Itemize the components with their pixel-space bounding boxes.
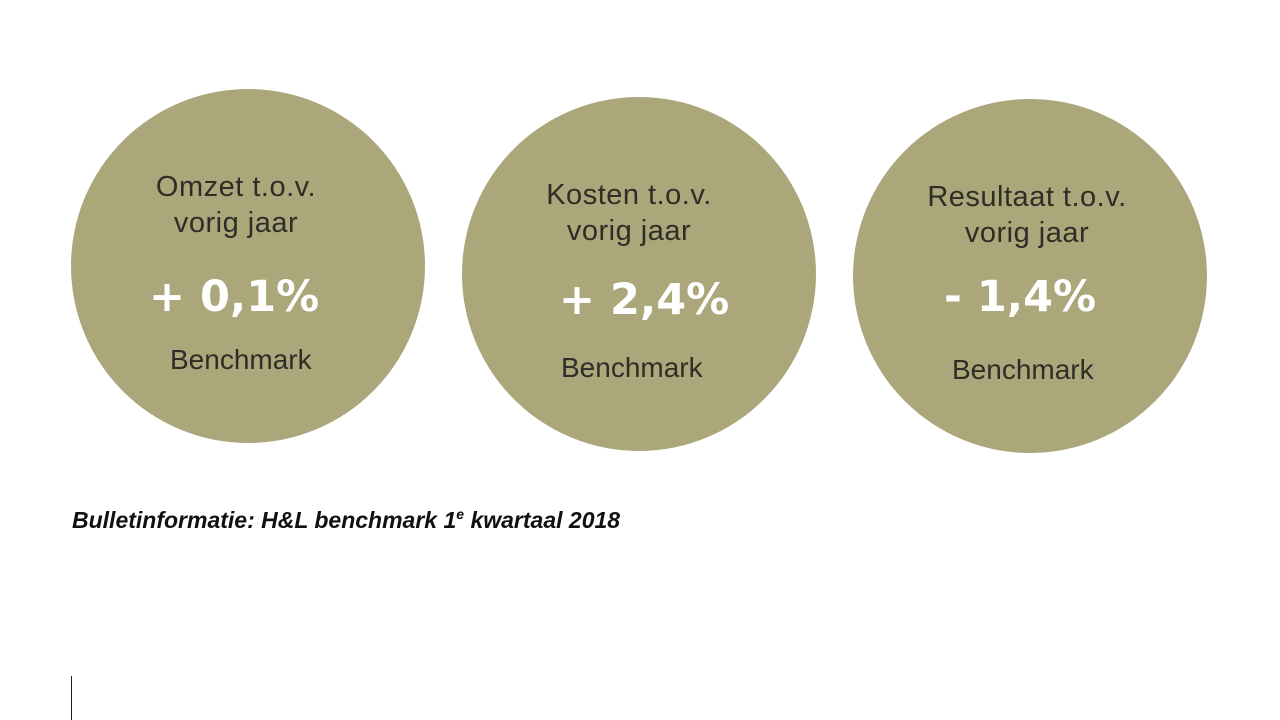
metric-value: + 2,4%: [559, 275, 730, 325]
metric-label-line1: Omzet t.o.v.: [155, 171, 317, 203]
metric-value: - 1,4%: [944, 272, 1097, 322]
metric-label-line2: vorig jaar: [964, 217, 1090, 249]
metric-circle-resultaat: Resultaat t.o.v. vorig jaar - 1,4% Bench…: [853, 99, 1207, 453]
metric-label-line1: Resultaat t.o.v.: [927, 181, 1127, 213]
metric-sublabel: Benchmark: [170, 344, 312, 375]
metric-value: + 0,1%: [149, 272, 320, 322]
source-caption: Bulletinformatie: H&L benchmark 1e kwart…: [72, 505, 620, 535]
metric-label-line2: vorig jaar: [173, 207, 299, 239]
left-divider-line: [71, 676, 72, 720]
caption-suffix: kwartaal 2018: [464, 507, 621, 533]
metric-label: Kosten t.o.v. vorig jaar: [442, 177, 816, 249]
caption-superscript: e: [456, 506, 465, 522]
metric-sublabel: Benchmark: [952, 354, 1094, 385]
metric-circle-omzet: Omzet t.o.v. vorig jaar + 0,1% Benchmark: [71, 89, 425, 443]
metric-circle-kosten: Kosten t.o.v. vorig jaar + 2,4% Benchmar…: [462, 97, 816, 451]
caption-prefix: Bulletinformatie: H&L benchmark 1: [72, 507, 457, 533]
metric-label-line1: Kosten t.o.v.: [546, 179, 712, 211]
metric-label: Resultaat t.o.v. vorig jaar: [847, 179, 1207, 251]
metric-label-line2: vorig jaar: [566, 215, 692, 247]
metric-label: Omzet t.o.v. vorig jaar: [47, 169, 425, 241]
metric-sublabel: Benchmark: [561, 352, 703, 383]
